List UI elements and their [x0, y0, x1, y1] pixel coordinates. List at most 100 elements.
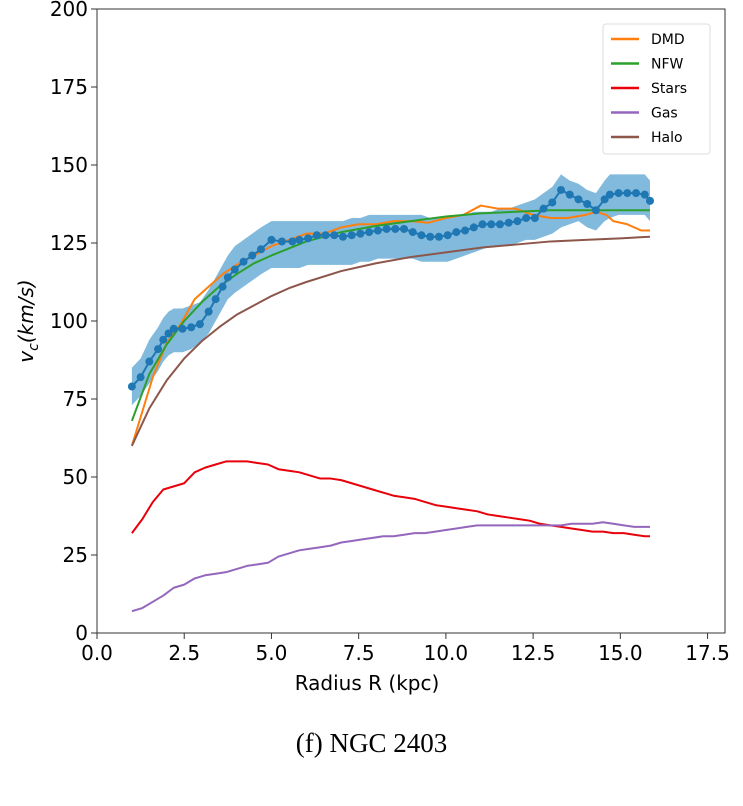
y-axis-label-sub: c: [26, 343, 42, 351]
observed-point: [400, 224, 409, 233]
x-tick-label: 7.5: [343, 641, 375, 665]
observed-point: [288, 237, 297, 246]
series-line-stars: [131, 460, 650, 538]
rotation-curve-chart: 0.0 2.5 5.0 7.5 10.0 12.5 15.0 17.5 0 25 50 75 100 1…: [14, 0, 730, 695]
y-tick-label: 175: [50, 75, 88, 99]
legend-item-dmd: DMD: [611, 32, 685, 48]
observed-point: [248, 251, 257, 260]
observed-point: [513, 217, 522, 226]
observed-point: [614, 189, 623, 198]
observed-point: [452, 228, 461, 237]
y-axis-label-units: (km/s): [14, 279, 38, 343]
observed-point: [632, 189, 641, 198]
observed-point: [539, 204, 548, 213]
x-tick-label: 12.5: [511, 641, 556, 665]
legend-item-nfw: NFW: [611, 57, 684, 73]
observed-point: [382, 224, 391, 233]
observed-point: [159, 335, 168, 344]
legend: DMD NFW Stars Gas Halo: [602, 23, 711, 155]
observed-point: [487, 220, 496, 229]
observed-point: [154, 345, 163, 354]
observed-point: [187, 323, 196, 332]
x-tick-label: 17.5: [685, 641, 730, 665]
observed-point: [277, 237, 286, 246]
x-tick-label: 10.0: [424, 641, 469, 665]
observed-error-band-layer: [131, 174, 650, 406]
observed-point: [600, 195, 609, 204]
observed-point: [338, 232, 347, 241]
y-tick-label: 50: [63, 465, 88, 489]
y-tick-label: 200: [50, 0, 88, 21]
observed-point: [127, 382, 136, 391]
observed-point: [443, 231, 452, 240]
series-line-gas: [131, 521, 650, 613]
observed-point: [548, 198, 557, 207]
observed-point: [495, 220, 504, 229]
x-tick-label: 15.0: [598, 641, 643, 665]
observed-point: [230, 265, 239, 274]
observed-point: [223, 273, 232, 282]
observed-point: [136, 373, 145, 382]
observed-point: [469, 223, 478, 232]
y-tick-label: 150: [50, 153, 88, 177]
observed-point: [530, 214, 539, 223]
observed-point: [330, 231, 339, 240]
legend-box: [602, 23, 711, 155]
observed-point: [417, 231, 426, 240]
observed-data-layer: [127, 185, 654, 391]
observed-point: [321, 231, 330, 240]
observed-point: [295, 235, 304, 244]
observed-point: [434, 232, 443, 241]
observed-point: [557, 185, 566, 194]
observed-point: [178, 324, 187, 333]
legend-label: Gas: [651, 106, 678, 122]
observed-point: [239, 257, 248, 266]
x-tick-label: 0.0: [81, 641, 113, 665]
observed-point: [408, 228, 417, 237]
observed-point: [605, 190, 614, 199]
observed-point: [347, 231, 356, 240]
legend-label: Stars: [651, 81, 687, 97]
observed-point: [312, 231, 321, 240]
legend-label: Halo: [651, 130, 683, 146]
y-axis-label-main: v: [14, 350, 38, 363]
observed-point: [373, 226, 382, 235]
observed-error-band: [131, 174, 650, 406]
series-line-dmd: [130, 204, 650, 447]
observed-point: [565, 190, 574, 199]
legend-item-stars: Stars: [611, 81, 687, 97]
figure-caption: (f) NGC 2403: [295, 728, 448, 758]
y-tick-label: 25: [63, 543, 88, 567]
observed-point: [195, 320, 204, 329]
y-axis-ticks: 0 25 50 75 100 125 150 175 200: [50, 0, 97, 645]
observed-point: [304, 234, 313, 243]
observed-point: [145, 357, 154, 366]
observed-point: [504, 218, 513, 227]
y-tick-label: 0: [75, 621, 88, 645]
observed-point: [204, 307, 213, 316]
legend-item-halo: Halo: [611, 130, 683, 146]
legend-label: DMD: [651, 32, 685, 48]
y-axis-label: vc(km/s): [14, 279, 42, 362]
observed-point: [169, 324, 178, 333]
observed-point: [267, 235, 276, 244]
observed-point: [256, 245, 265, 254]
observed-point: [623, 189, 632, 198]
observed-point: [218, 282, 227, 291]
x-axis-ticks: 0.0 2.5 5.0 7.5 10.0 12.5 15.0 17.5: [81, 633, 730, 665]
y-tick-label: 125: [50, 231, 88, 255]
observed-point: [211, 295, 220, 304]
observed-point: [164, 329, 173, 338]
legend-label: NFW: [651, 57, 684, 73]
observed-point: [640, 190, 649, 199]
x-tick-label: 5.0: [256, 641, 288, 665]
observed-point: [478, 220, 487, 229]
observed-point: [461, 226, 470, 235]
y-tick-label: 100: [50, 309, 88, 333]
series-line-halo: [130, 235, 651, 447]
observed-point: [426, 232, 435, 241]
y-tick-label: 75: [63, 387, 88, 411]
observed-point: [645, 196, 654, 205]
observed-point: [522, 214, 531, 223]
x-axis-label: Radius R (kpc): [295, 671, 440, 695]
